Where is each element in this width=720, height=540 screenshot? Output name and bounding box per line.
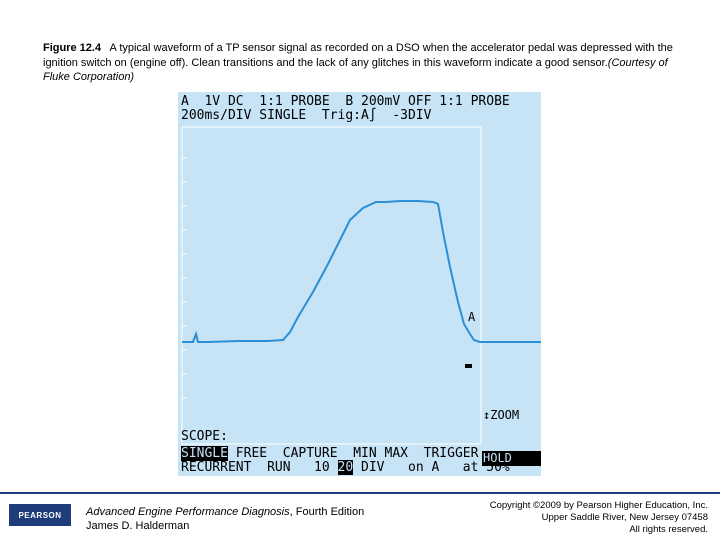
- caption-text: A typical waveform of a TP sensor signal…: [43, 42, 673, 69]
- softkey-labels-top: FREE CAPTURE MIN MAX TRIGGER: [227, 446, 479, 461]
- book-author: James D. Halderman: [86, 520, 190, 532]
- footer-rule: [0, 492, 720, 494]
- oscilloscope-screen: A 1V DC 1:1 PROBE B 200mV OFF 1:1 PROBE …: [178, 92, 541, 476]
- capture-20-selected[interactable]: 20: [337, 460, 354, 475]
- caption-credit: (Courtesy of Fluke Corporation): [43, 56, 668, 84]
- figure-label: Figure 12.4: [43, 42, 102, 54]
- softkey-row-bottom: RECURRENT RUN 10 20 DIV on A at 50%: [181, 460, 510, 475]
- single-softkey[interactable]: SINGLE: [181, 446, 228, 461]
- copyright-notice: Copyright ©2009 by Pearson Higher Educat…: [490, 500, 708, 536]
- waveform-plot: [181, 126, 541, 445]
- cursor-marker: [465, 364, 472, 368]
- channel-a-marker: A: [468, 310, 476, 324]
- scope-header-line2: 200ms/DIV SINGLE Trig:A∫ -3DIV: [181, 108, 432, 123]
- scope-grid-ticks: [182, 157, 187, 399]
- copyright-line-3: All rights reserved.: [629, 524, 708, 535]
- zoom-option[interactable]: ↕ZOOM: [483, 408, 520, 422]
- book-title: Advanced Engine Performance Diagnosis: [86, 506, 290, 518]
- softkey-labels-bottom-suffix: DIV on A at 50%: [353, 460, 510, 475]
- book-info: Advanced Engine Performance Diagnosis, F…: [86, 505, 364, 533]
- book-edition: , Fourth Edition: [289, 506, 365, 518]
- softkey-labels-bottom-prefix: RECURRENT RUN 10: [181, 460, 338, 475]
- pearson-logo: PEARSON: [9, 504, 71, 526]
- copyright-line-2: Upper Saddle River, New Jersey 07458: [541, 512, 708, 523]
- zoom-hold-menu: ↕ZOOM HOLD: [482, 380, 541, 476]
- scope-mode-label: SCOPE:: [181, 429, 228, 444]
- scope-header-line1: A 1V DC 1:1 PROBE B 200mV OFF 1:1 PROBE: [181, 94, 510, 109]
- figure-caption: Figure 12.4 A typical waveform of a TP s…: [43, 41, 683, 85]
- copyright-line-1: Copyright ©2009 by Pearson Higher Educat…: [489, 500, 708, 511]
- tp-sensor-trace: [182, 200, 541, 343]
- softkey-row-top: SINGLE FREE CAPTURE MIN MAX TRIGGER: [181, 446, 479, 461]
- scope-grid: [181, 126, 482, 445]
- hold-option[interactable]: HOLD: [482, 451, 541, 466]
